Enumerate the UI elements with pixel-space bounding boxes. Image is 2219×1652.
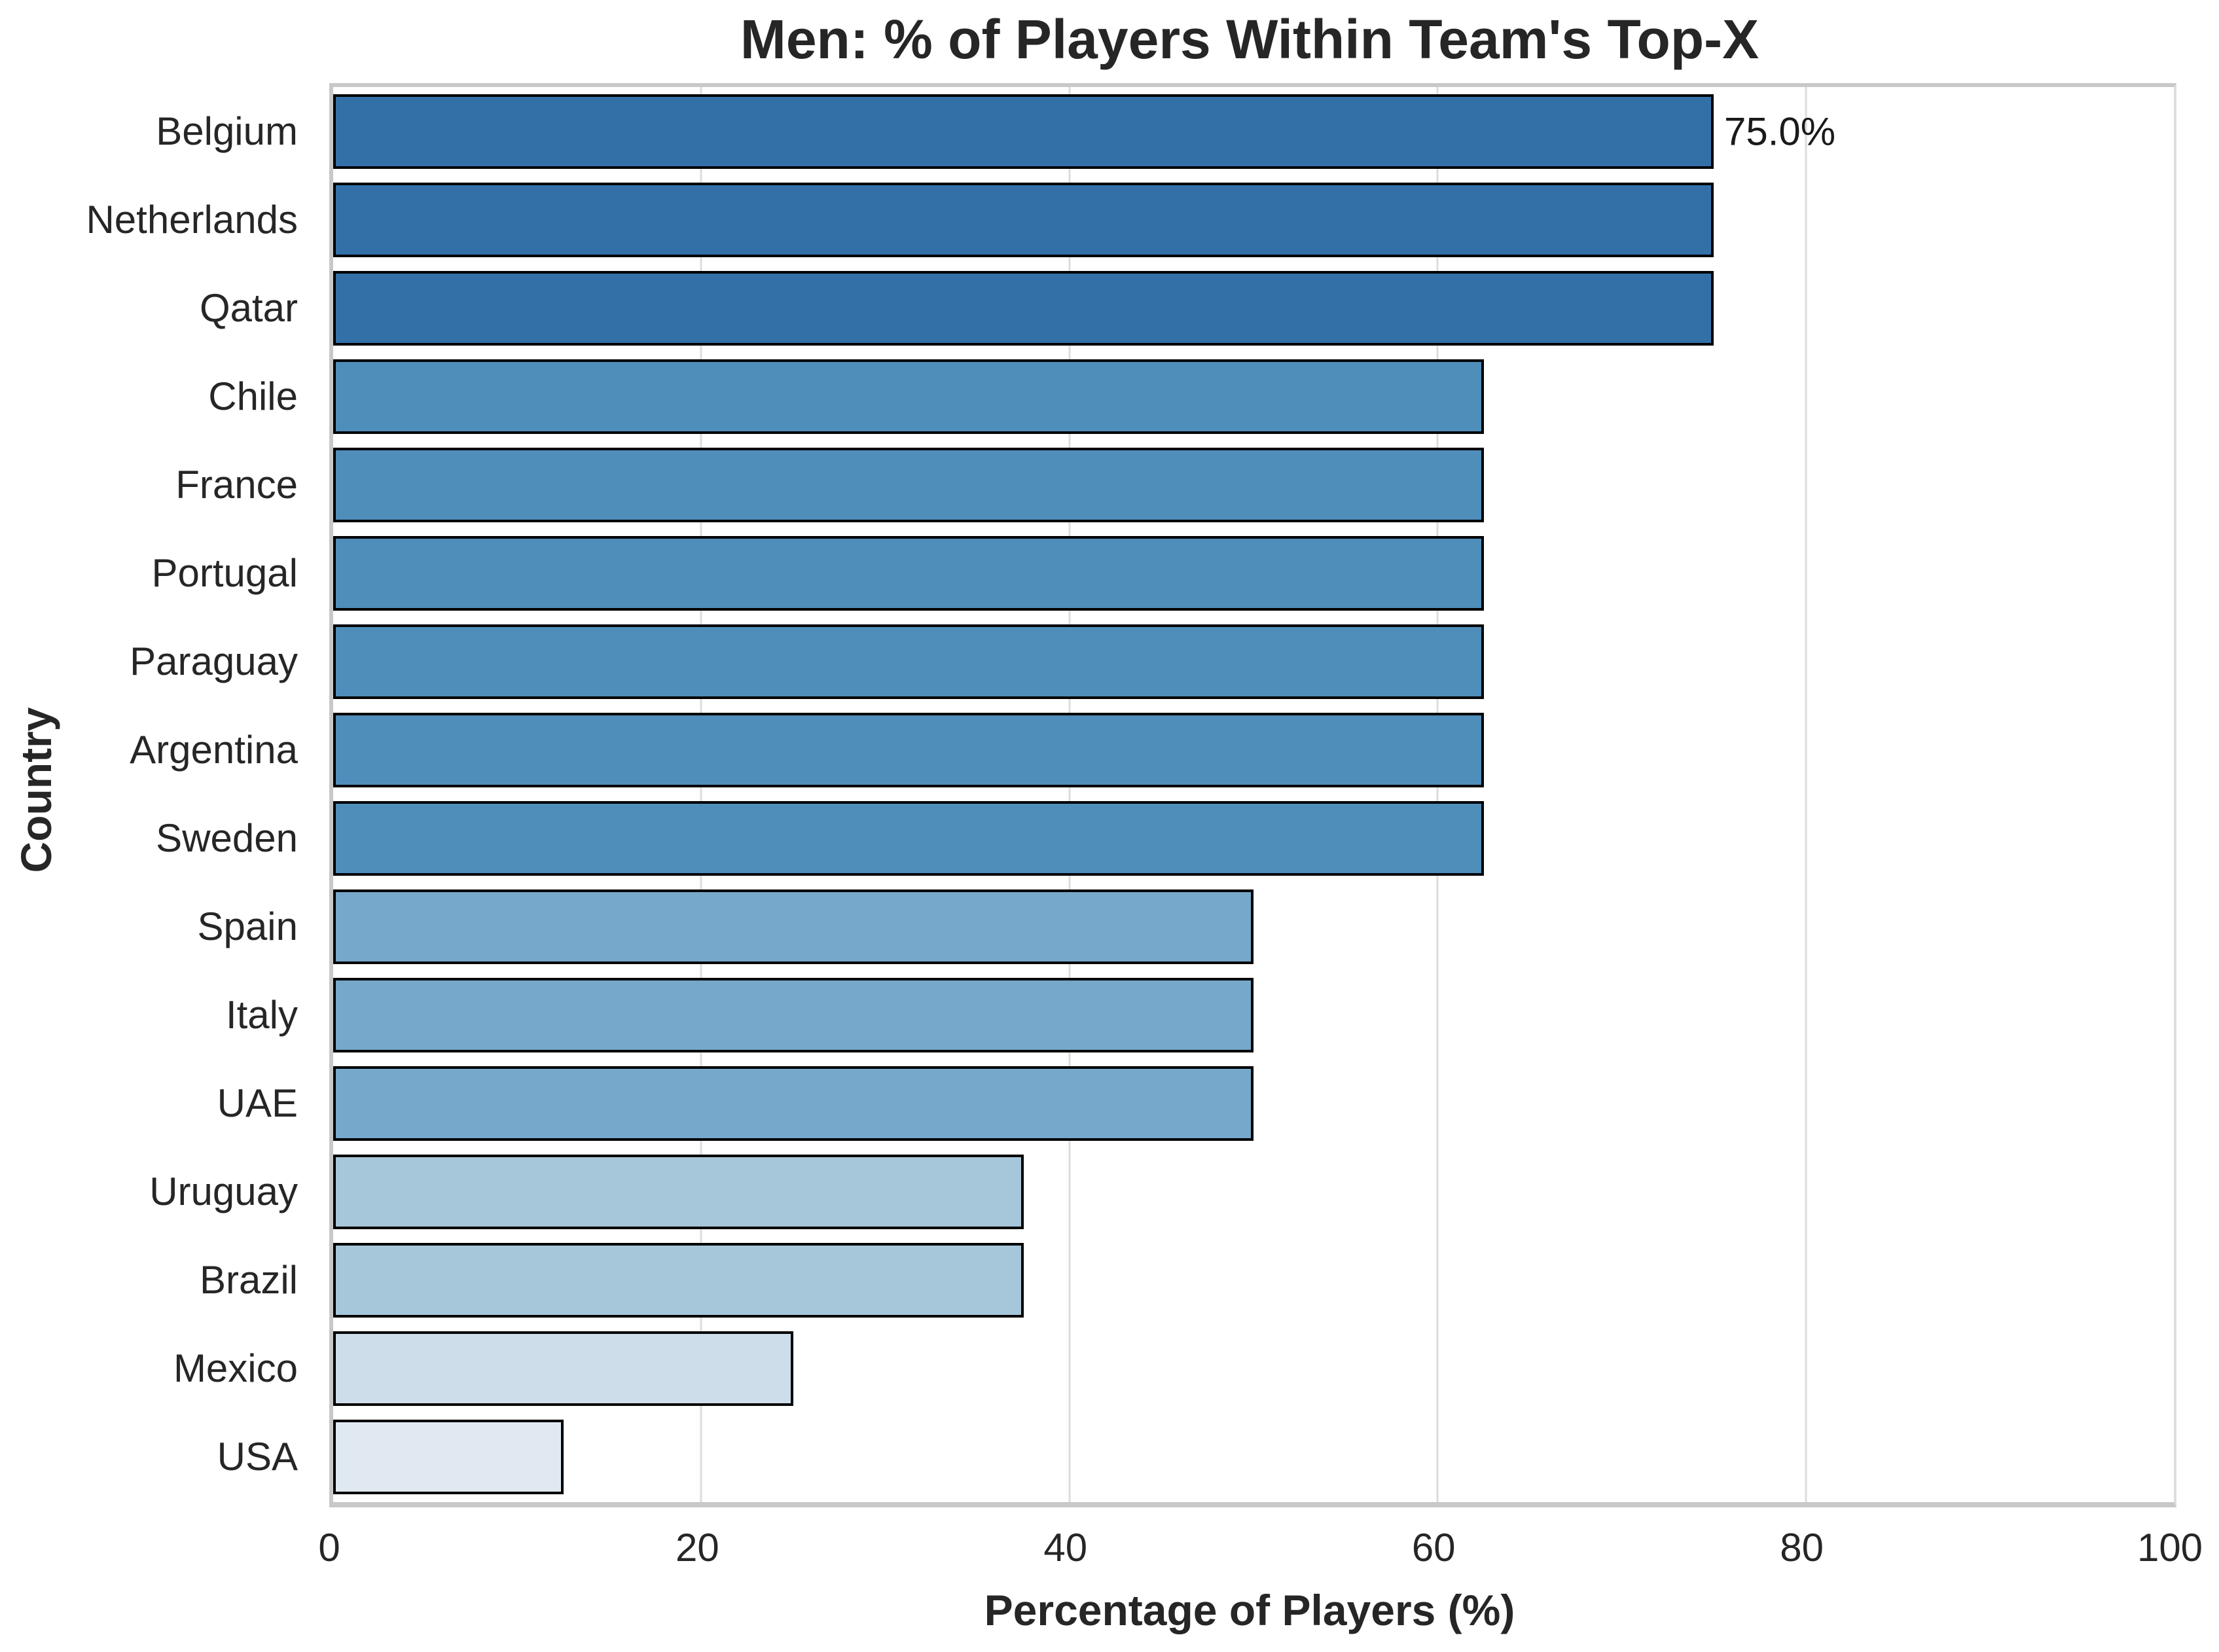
bar-row-italy — [333, 971, 2174, 1059]
bar-netherlands — [333, 182, 1714, 257]
y-tick-label-sweden: Sweden — [156, 816, 298, 860]
bars-layer: 75.0% — [333, 87, 2174, 1502]
bar-brazil — [333, 1242, 1024, 1318]
bar-mexico — [333, 1331, 793, 1406]
bar-row-qatar — [333, 264, 2174, 352]
plot-area: 75.0% — [329, 83, 2176, 1507]
y-tick-label-uae: UAE — [217, 1081, 298, 1125]
bar-row-uae — [333, 1059, 2174, 1147]
y-tick-label-paraguay: Paraguay — [130, 639, 298, 683]
bar-row-portugal — [333, 529, 2174, 617]
bar-row-argentina — [333, 706, 2174, 794]
bar-row-usa — [333, 1412, 2174, 1501]
bar-uruguay — [333, 1154, 1024, 1229]
bar-row-netherlands — [333, 175, 2174, 264]
y-tick-label-belgium: Belgium — [156, 109, 298, 153]
bar-row-brazil — [333, 1236, 2174, 1324]
y-tick-label-portugal: Portugal — [151, 551, 298, 595]
bar-chile — [333, 359, 1484, 434]
x-tick-labels: 0 20 40 60 80 100 — [318, 1525, 2203, 1577]
y-tick-label-france: France — [175, 463, 298, 507]
bar-row-mexico — [333, 1324, 2174, 1412]
y-tick-label-usa: USA — [217, 1435, 298, 1479]
bar-row-sweden — [333, 794, 2174, 882]
y-tick-label-spain: Spain — [197, 905, 298, 948]
gridline-20 — [700, 87, 702, 1502]
bar-value-label-belgium: 75.0% — [1724, 109, 1836, 153]
x-tick-label-20: 20 — [676, 1526, 719, 1570]
y-tick-label-chile: Chile — [208, 374, 298, 418]
x-axis-label: Percentage of Players (%) — [984, 1586, 1515, 1634]
bar-portugal — [333, 535, 1484, 611]
bar-row-france — [333, 440, 2174, 529]
y-tick-label-italy: Italy — [225, 993, 298, 1037]
x-tick-label-60: 60 — [1411, 1526, 1456, 1570]
bar-row-belgium: 75.0% — [333, 87, 2174, 175]
bar-row-chile — [333, 352, 2174, 440]
gridline-60 — [1436, 87, 1439, 1502]
bar-france — [333, 447, 1484, 522]
gridline-40 — [1068, 87, 1071, 1502]
bar-row-paraguay — [333, 617, 2174, 706]
bar-belgium — [333, 94, 1714, 169]
y-tick-label-mexico: Mexico — [173, 1346, 298, 1390]
y-tick-label-qatar: Qatar — [199, 286, 298, 330]
y-tick-label-netherlands: Netherlands — [86, 198, 298, 242]
x-tick-label-80: 80 — [1780, 1526, 1824, 1570]
bar-row-spain — [333, 882, 2174, 971]
y-tick-labels: Belgium Netherlands Qatar Chile France Portug… — [0, 87, 298, 1501]
bar-argentina — [333, 712, 1484, 787]
y-tick-label-brazil: Brazil — [199, 1258, 298, 1302]
bar-qatar — [333, 270, 1714, 346]
bar-italy — [333, 977, 1254, 1052]
bar-uae — [333, 1066, 1254, 1141]
chart-title: Men: % of Players Within Team's Top-X — [740, 9, 1759, 70]
bar-paraguay — [333, 624, 1484, 699]
x-tick-label-40: 40 — [1043, 1526, 1088, 1570]
y-tick-label-uruguay: Uruguay — [149, 1170, 298, 1213]
x-tick-label-0: 0 — [318, 1526, 340, 1570]
bar-usa — [333, 1419, 564, 1494]
bar-spain — [333, 889, 1254, 964]
grid-layer — [333, 87, 2174, 1502]
bar-row-uruguay — [333, 1147, 2174, 1236]
x-tick-label-100: 100 — [2137, 1526, 2203, 1570]
bar-sweden — [333, 800, 1484, 876]
y-tick-label-argentina: Argentina — [130, 728, 298, 772]
gridline-80 — [1805, 87, 1807, 1502]
